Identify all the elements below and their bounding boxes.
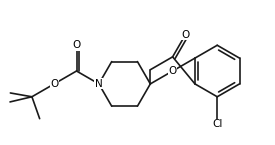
Text: N: N: [95, 79, 103, 89]
Text: O: O: [72, 40, 81, 50]
Text: O: O: [182, 30, 190, 40]
Text: O: O: [169, 66, 177, 76]
Text: Cl: Cl: [212, 119, 222, 129]
Text: O: O: [50, 79, 58, 89]
